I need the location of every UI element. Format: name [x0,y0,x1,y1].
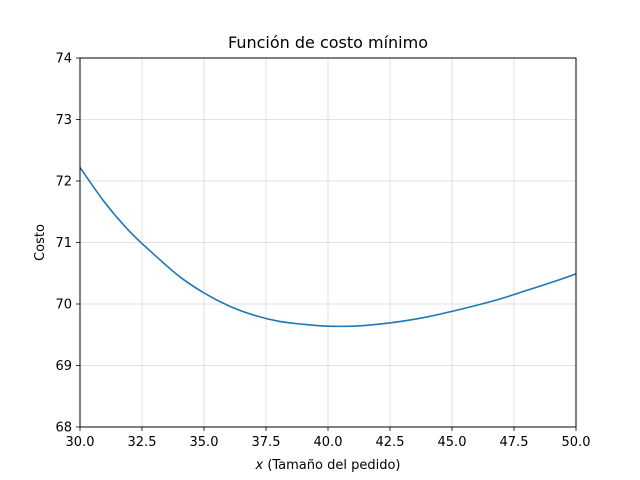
x-tick-label: 47.5 [500,435,529,450]
x-tick-label: 42.5 [376,435,405,450]
y-tick-label: 68 [55,421,72,436]
y-tick-label: 69 [55,359,72,374]
x-tick-label: 37.5 [252,435,281,450]
series-line-cost [79,167,577,328]
x-tick-label: 40.0 [314,435,343,450]
x-axis-description: (Tamaño del pedido) [263,458,400,473]
y-tick-label: 70 [55,298,72,313]
x-tick-label: 35.0 [190,435,219,450]
y-tick-label: 73 [55,113,72,128]
ticks: 30.0 32.5 35.0 37.5 40.0 42.5 45.0 47.5 50.0 68 69… [55,52,590,451]
chart-title: Función de costo mínimo [228,33,428,52]
x-axis-variable: x [254,458,263,473]
x-tick-label: 30.0 [66,435,95,450]
x-axis-label: x (Tamaño del pedido) [254,458,400,473]
x-tick-label: 32.5 [128,435,157,450]
y-tick-label: 71 [55,236,72,251]
x-tick-label: 50.0 [562,435,591,450]
y-tick-label: 72 [55,175,72,190]
series-layer [79,167,577,328]
y-axis-label: Costo [33,224,48,261]
x-tick-label: 45.0 [438,435,467,450]
grid [79,57,577,428]
y-tick-label: 74 [55,52,72,67]
